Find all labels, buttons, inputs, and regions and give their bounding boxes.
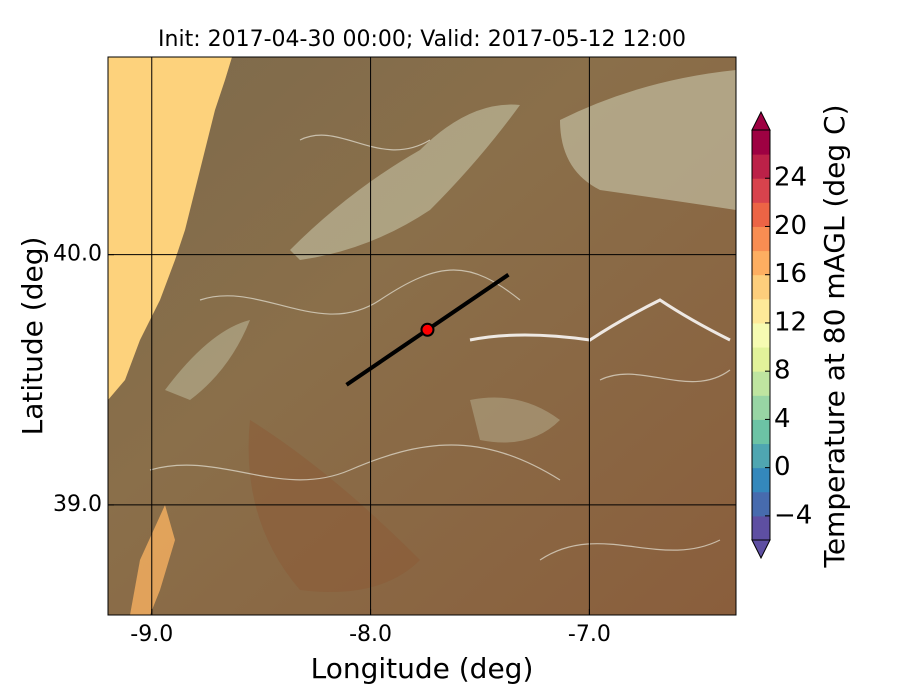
y-tick-label: 40.0: [53, 242, 102, 267]
x-axis-label: Longitude (deg): [311, 652, 534, 685]
colorbar-swatch: [752, 371, 770, 396]
colorbar-tick-label: −4: [774, 500, 812, 530]
y-tick-label: 39.0: [53, 492, 102, 517]
colorbar-swatch: [752, 226, 770, 252]
colorbar-swatch: [752, 202, 770, 227]
colorbar-swatch: [752, 395, 770, 420]
location-point: [420, 322, 435, 337]
colorbar-swatch: [752, 274, 770, 300]
colorbar-swatch: [752, 154, 770, 179]
colorbar-extend-top: [751, 110, 771, 131]
colorbar-tick-label: 0: [774, 452, 791, 482]
y-axis-label: Latitude (deg): [16, 237, 49, 436]
colorbar-tick-label: 24: [774, 163, 807, 193]
colorbar-label: Temperature at 80 mAGL (deg C): [818, 104, 851, 568]
colorbar-swatch: [752, 130, 770, 155]
colorbar-tick-label: 12: [774, 307, 807, 337]
colorbar-swatch: [752, 515, 770, 541]
terrain-background: [108, 57, 736, 615]
colorbar-swatch: [752, 322, 770, 348]
x-tick-label: -8.0: [349, 622, 392, 647]
colorbar-tick-label: 20: [774, 211, 807, 241]
chart-title: Init: 2017-04-30 00:00; Valid: 2017-05-1…: [158, 27, 686, 52]
colorbar-frame: [751, 129, 771, 541]
colorbar-swatch: [752, 178, 770, 203]
colorbar-tick-label: 8: [774, 356, 791, 386]
colorbar-extend-bottom: [751, 539, 771, 560]
colorbar-swatch: [752, 467, 770, 493]
colorbar-swatch: [752, 443, 770, 469]
x-tick-label: -7.0: [568, 622, 611, 647]
colorbar-tick-label: 16: [774, 259, 807, 289]
colorbar-swatch: [752, 298, 770, 324]
x-tick-label: -9.0: [130, 622, 173, 647]
colorbar-swatch: [752, 491, 770, 517]
plot-frame: [107, 56, 737, 616]
colorbar-swatch: [752, 419, 770, 445]
colorbar-swatch: [752, 347, 770, 372]
colorbar-tick-label: 4: [774, 404, 791, 434]
colorbar-swatch: [752, 250, 770, 276]
